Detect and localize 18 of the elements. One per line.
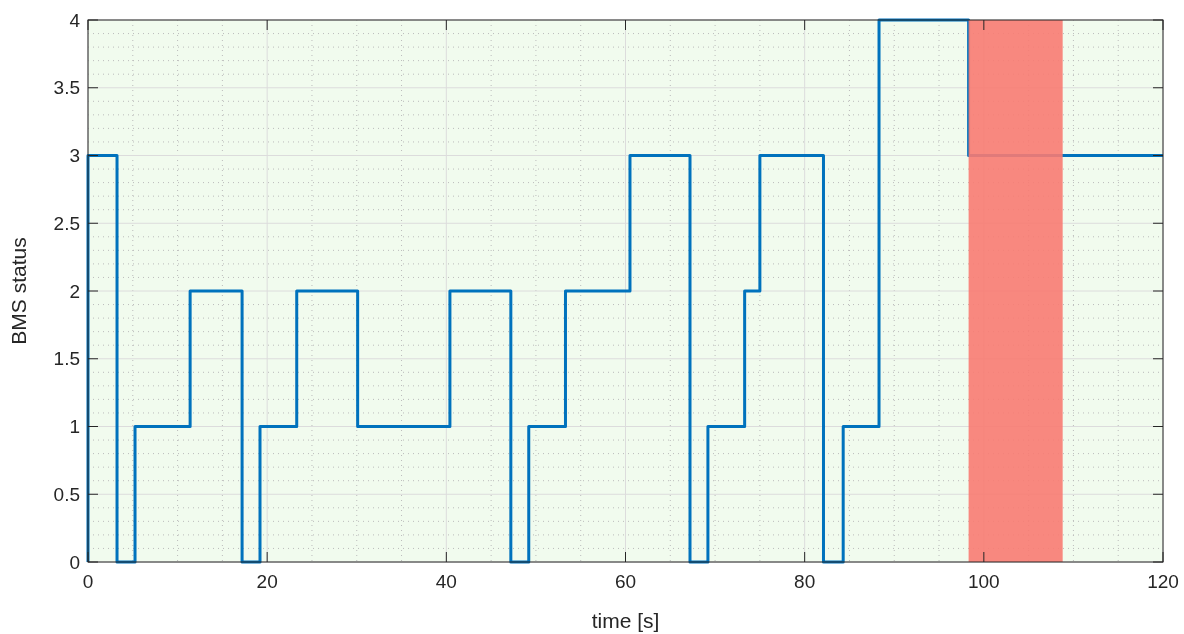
x-tick-label: 60 — [614, 571, 637, 592]
x-tick-label: 80 — [794, 571, 816, 592]
x-tick-label: 0 — [82, 571, 94, 592]
y-tick-label: 3 — [69, 145, 80, 167]
x-tick-label: 40 — [435, 571, 457, 592]
y-tick-label: 4 — [69, 9, 81, 31]
x-tick-label: 20 — [256, 571, 278, 592]
x-tick-label: 100 — [967, 571, 1000, 592]
y-tick-label: 1 — [69, 416, 80, 438]
x-tick-label: 120 — [1147, 571, 1179, 592]
y-tick-label: 3.5 — [53, 77, 80, 99]
y-tick-label: 0.5 — [53, 483, 80, 505]
y-axis-title: BMS status — [7, 237, 30, 345]
y-tick-label: 0 — [69, 551, 80, 573]
y-tick-label: 2 — [69, 280, 80, 302]
y-tick-label: 1.5 — [53, 348, 80, 370]
y-tick-label: 2.5 — [53, 212, 80, 234]
x-axis-title: time [s] — [591, 609, 660, 632]
